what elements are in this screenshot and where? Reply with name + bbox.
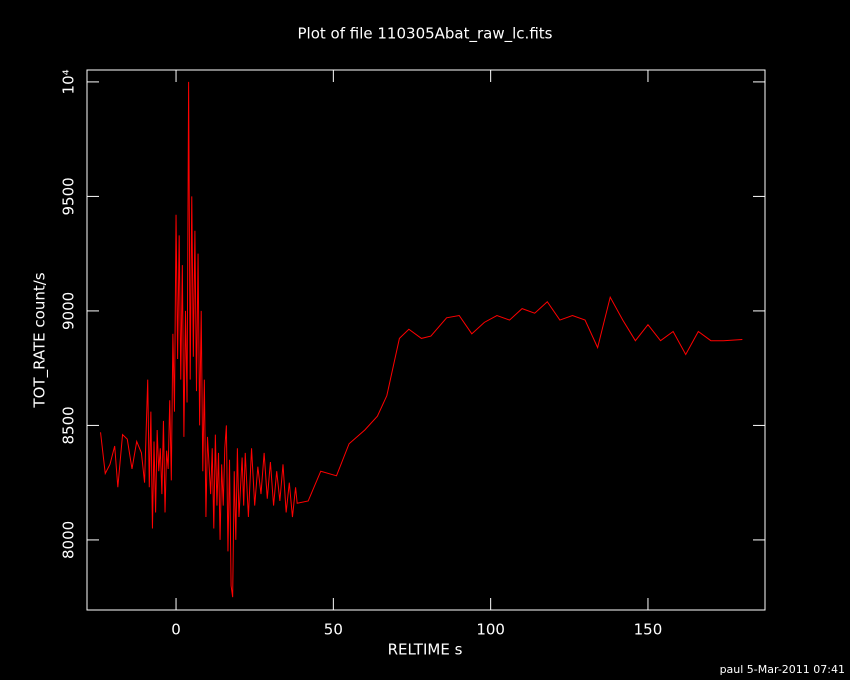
chart-title: Plot of file 110305Abat_raw_lc.fits bbox=[298, 25, 553, 44]
x-tick-label: 0 bbox=[171, 621, 181, 639]
footer: paul 5-Mar-2011 07:41 bbox=[720, 663, 845, 676]
x-tick-label: 150 bbox=[634, 621, 663, 639]
y-tick-label: 9500 bbox=[60, 177, 78, 215]
data-line bbox=[100, 81, 743, 598]
plot-frame bbox=[86, 69, 766, 611]
y-axis-label: TOT_RATE count/s bbox=[31, 272, 50, 408]
x-tick-label: 50 bbox=[324, 621, 343, 639]
y-tick-label: 9000 bbox=[60, 292, 78, 330]
x-axis-label: RELTIME s bbox=[388, 641, 463, 659]
x-tick-label: 100 bbox=[476, 621, 505, 639]
y-tick-label: 8500 bbox=[60, 406, 78, 444]
y-tick-label: 8000 bbox=[60, 521, 78, 559]
y-tick-label: 10⁴ bbox=[60, 69, 78, 94]
